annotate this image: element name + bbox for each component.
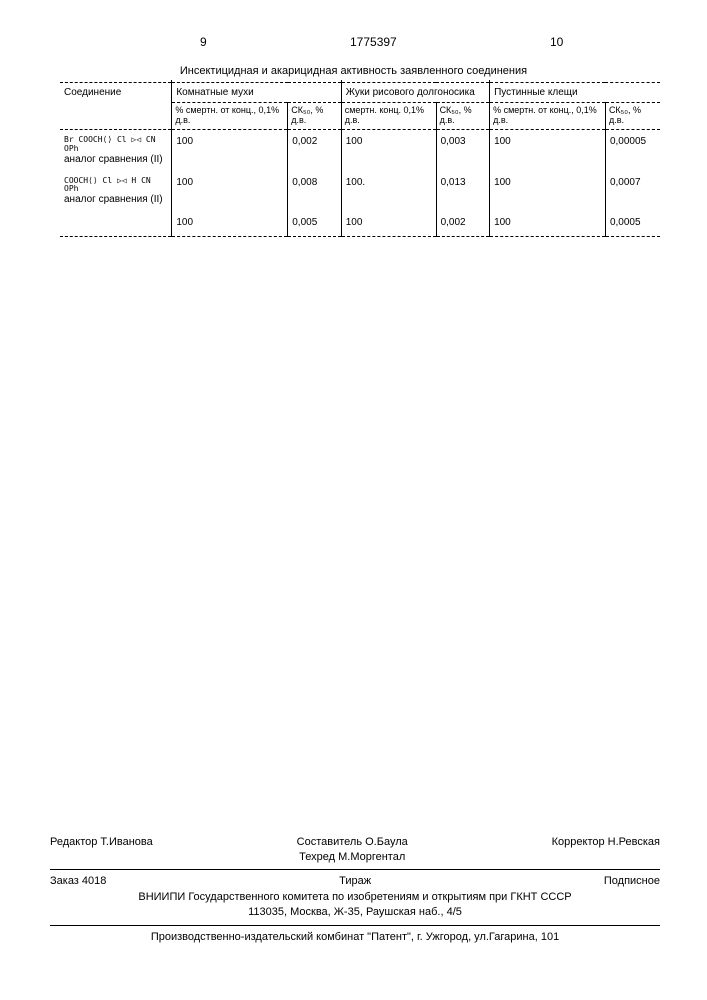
org-line-2: Производственно-издательский комбинат "П… bbox=[50, 930, 660, 945]
subscription: Подписное bbox=[604, 874, 660, 889]
col-compound: Соединение bbox=[60, 83, 172, 128]
cell: 0,003 bbox=[436, 130, 490, 171]
cell: 0,002 bbox=[288, 130, 342, 171]
corrector: Корректор Н.Ревская bbox=[552, 835, 660, 866]
order-num: Заказ 4018 bbox=[50, 874, 106, 889]
table-row: COOCH⟨⟩ Cl ▷◁ H CN OPh аналог сравнения … bbox=[60, 171, 660, 212]
col-group-1: Комнатные мухи bbox=[172, 83, 341, 103]
col-group-3: Пустинные клещи bbox=[490, 83, 660, 103]
sub-mort-1: % смертн. от конц., 0,1% д.в. bbox=[172, 103, 288, 128]
table-header-row: Соединение Комнатные мухи Жуки рисового … bbox=[60, 83, 660, 103]
compound-cell: Br COOCH⟨⟩ Cl ▷◁ CN OPh аналог сравнения… bbox=[60, 130, 172, 171]
chem-structure-1: Br COOCH⟨⟩ Cl ▷◁ CN OPh bbox=[64, 136, 167, 154]
sub-sk50-3: СК₅₀, % д.в. bbox=[605, 103, 660, 128]
cell: 0,00005 bbox=[605, 130, 660, 171]
cell: 0,013 bbox=[436, 171, 490, 212]
tirazh: Тираж bbox=[339, 874, 371, 889]
cell: 100 bbox=[172, 171, 288, 212]
page-num-right: 10 bbox=[550, 35, 563, 49]
compound-label-2: аналог сравнения (II) bbox=[64, 194, 167, 205]
table-row: 100 0,005 100 0,002 100 0,0005 bbox=[60, 211, 660, 234]
table-title: Инсектицидная и акарицидная активность з… bbox=[0, 65, 707, 77]
footer-block: Редактор Т.Иванова Составитель О.Баула Т… bbox=[50, 835, 660, 945]
document-number: 1775397 bbox=[350, 35, 397, 49]
cell: 0,002 bbox=[436, 211, 490, 234]
cell: 0,0007 bbox=[605, 171, 660, 212]
compound-cell: COOCH⟨⟩ Cl ▷◁ H CN OPh аналог сравнения … bbox=[60, 171, 172, 212]
cell: 100 bbox=[490, 130, 606, 171]
col-group-2: Жуки рисового долгоносика bbox=[341, 83, 489, 103]
cell: 100 bbox=[341, 211, 436, 234]
cell: 100. bbox=[341, 171, 436, 212]
sub-sk50-1: СК₅₀, % д.в. bbox=[288, 103, 342, 128]
credits-row-1: Редактор Т.Иванова Составитель О.Баула Т… bbox=[50, 835, 660, 866]
sub-mort-2: смертн. конц. 0,1% д.в. bbox=[341, 103, 436, 128]
sub-sk50-2: СК₅₀, % д.в. bbox=[436, 103, 490, 128]
cell: 0,005 bbox=[288, 211, 342, 234]
cell: 100 bbox=[172, 211, 288, 234]
org-line-1: ВНИИПИ Государственного комитета по изоб… bbox=[50, 890, 660, 905]
sub-mort-3: % смертн. от конц., 0,1% д.в. bbox=[490, 103, 606, 128]
page-num-left: 9 bbox=[200, 35, 207, 49]
activity-table: Соединение Комнатные мухи Жуки рисового … bbox=[60, 80, 660, 237]
chem-structure-2: COOCH⟨⟩ Cl ▷◁ H CN OPh bbox=[64, 177, 167, 195]
compound-label-1: аналог сравнения (II) bbox=[64, 154, 167, 165]
cell: 0,008 bbox=[288, 171, 342, 212]
cell: 100 bbox=[172, 130, 288, 171]
cell: 100 bbox=[490, 171, 606, 212]
order-row: Заказ 4018 Тираж Подписное bbox=[50, 874, 660, 889]
cell: 100 bbox=[341, 130, 436, 171]
addr-line-1: 113035, Москва, Ж-35, Раушская наб., 4/5 bbox=[50, 905, 660, 920]
cell: 100 bbox=[490, 211, 606, 234]
compiler-tech: Составитель О.Баула Техред М.Моргентал bbox=[297, 835, 408, 866]
compound-cell bbox=[60, 211, 172, 234]
table-row: Br COOCH⟨⟩ Cl ▷◁ CN OPh аналог сравнения… bbox=[60, 130, 660, 171]
cell: 0,0005 bbox=[605, 211, 660, 234]
editor: Редактор Т.Иванова bbox=[50, 835, 153, 866]
